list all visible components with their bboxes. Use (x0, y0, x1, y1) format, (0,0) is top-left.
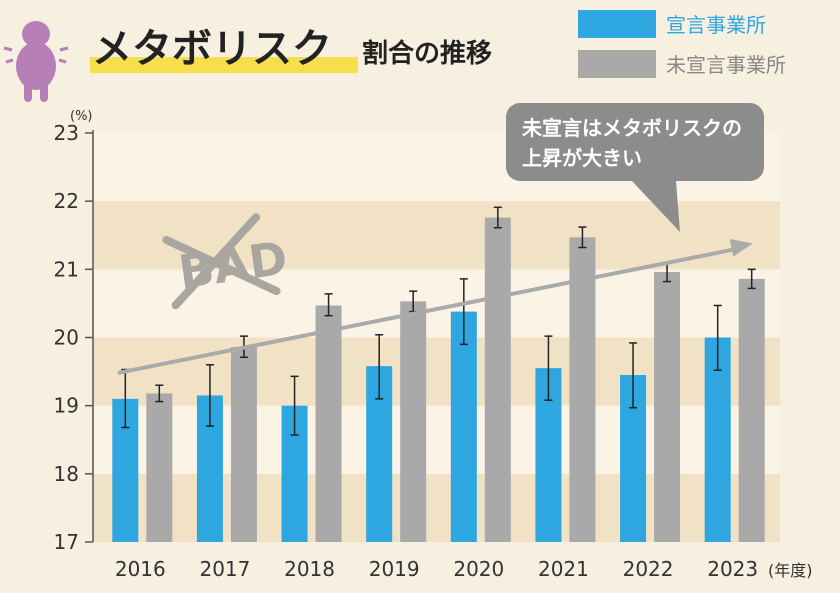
x-tick-label-2020: 2020 (453, 557, 504, 581)
y-tick-label-18: 18 (54, 462, 79, 486)
y-tick-label-21: 21 (54, 257, 79, 281)
bar-undeclared-2023 (738, 278, 765, 542)
legend-label-declared: 宣言事業所 (666, 13, 766, 37)
x-tick-label-2018: 2018 (284, 557, 335, 581)
y-tick-label-17: 17 (54, 530, 79, 554)
trend-arrowhead (729, 239, 753, 257)
bar-undeclared-2021 (569, 237, 596, 543)
bar-undeclared-2019 (400, 301, 427, 542)
x-axis-labels: 2016 2017 2018 2019 2020 2021 2022 2023 (115, 557, 758, 581)
callout-pointer (632, 181, 680, 232)
x-tick-label-2016: 2016 (115, 557, 166, 581)
legend-label-undeclared: 未宣言事業所 (666, 53, 786, 77)
trend-line (117, 246, 740, 375)
title-highlight (90, 57, 358, 73)
trend-arrow (117, 239, 753, 375)
callout-bubble: 未宣言はメタボリスクの 上昇が大きい (506, 103, 764, 232)
bar-undeclared-2017 (230, 347, 257, 542)
callout-box (506, 103, 764, 181)
bar-declared-2023 (704, 337, 731, 542)
legend-swatch-undeclared (578, 50, 656, 78)
y-axis-ticks: 17 18 19 20 21 22 23 (54, 121, 93, 554)
bar-declared-2020 (450, 311, 477, 542)
x-tick-label-2017: 2017 (199, 557, 250, 581)
y-axis-unit: (%) (70, 109, 93, 124)
y-tick-label-19: 19 (54, 394, 79, 418)
bar-undeclared-2018 (315, 305, 342, 542)
error-bars-layer (121, 206, 756, 436)
x-tick-label-2022: 2022 (623, 557, 674, 581)
x-axis-unit: (年度) (768, 561, 813, 580)
mascot-icon (3, 21, 69, 102)
chart-subtitle: 割合の推移 (362, 38, 492, 69)
bar-undeclared-2016 (146, 393, 173, 542)
legend: 宣言事業所 未宣言事業所 (578, 10, 786, 78)
y-tick-label-23: 23 (54, 121, 79, 145)
chart-title: メタボリスク (92, 26, 332, 72)
x-tick-label-2021: 2021 (538, 557, 589, 581)
y-tick-label-20: 20 (54, 326, 79, 350)
x-tick-label-2023: 2023 (707, 557, 758, 581)
x-tick-label-2019: 2019 (369, 557, 420, 581)
legend-swatch-declared (578, 10, 656, 38)
callout-line-2: 上昇が大きい (522, 146, 642, 170)
bar-undeclared-2022 (654, 272, 681, 542)
bar-undeclared-2020 (484, 217, 511, 542)
callout-line-1: 未宣言はメタボリスクの (522, 116, 742, 140)
y-tick-label-22: 22 (54, 189, 79, 213)
